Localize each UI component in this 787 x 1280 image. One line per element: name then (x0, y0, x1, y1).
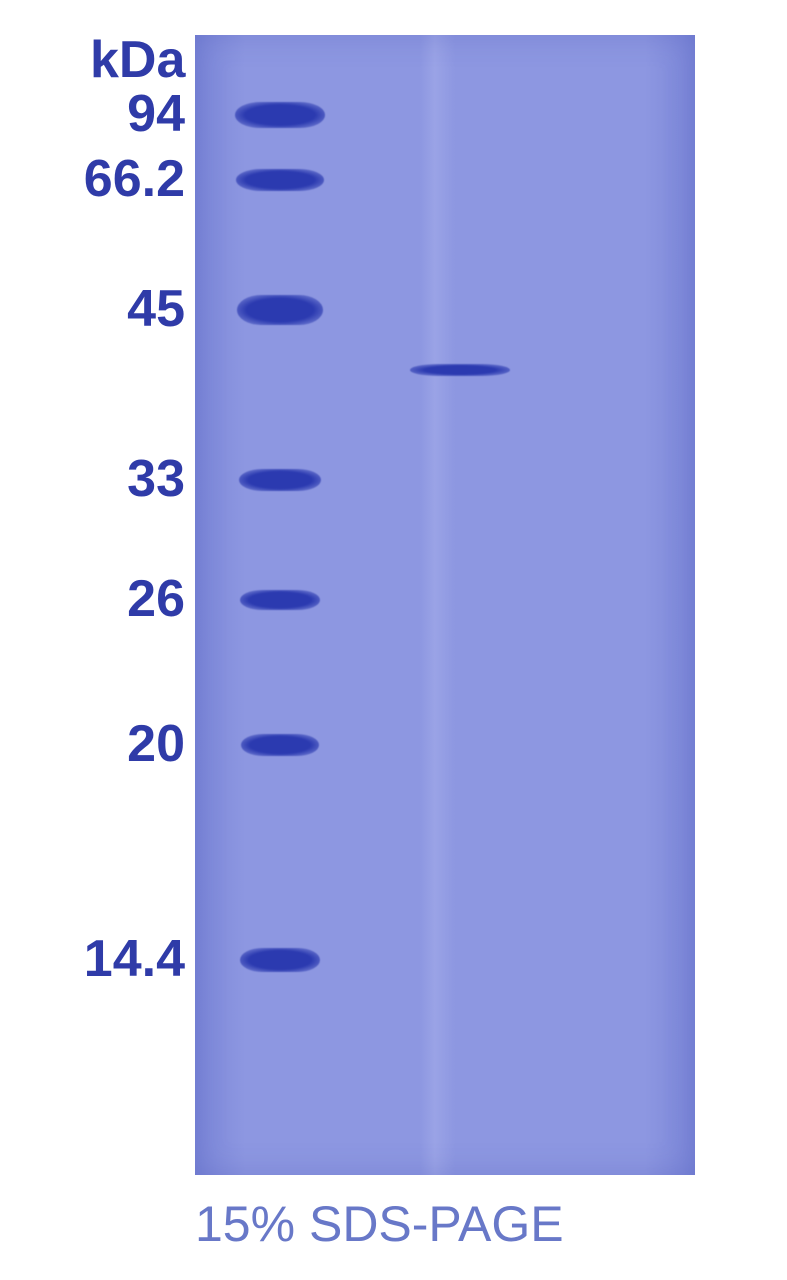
mw-label-26: 26 (127, 569, 185, 629)
ladder-band-14p4 (240, 948, 320, 972)
sample-band-0 (410, 364, 510, 376)
mw-label-94: 94 (127, 84, 185, 144)
ladder-band-26 (240, 590, 320, 610)
mw-label-45: 45 (127, 279, 185, 339)
unit-label: kDa (90, 30, 185, 90)
ladder-band-33 (239, 469, 321, 491)
ladder-band-94 (235, 102, 325, 128)
mw-label-66p2: 66.2 (84, 149, 185, 209)
mw-label-20: 20 (127, 714, 185, 774)
ladder-band-45 (237, 295, 323, 325)
ladder-band-66p2 (236, 169, 324, 191)
mw-label-14p4: 14.4 (84, 929, 185, 989)
mw-label-33: 33 (127, 449, 185, 509)
figure-container: kDa 9466.2 45 33 26 20 14.4 15% SDS-PAGE (0, 0, 787, 1280)
gel-caption: 15% SDS-PAGE (195, 1195, 564, 1253)
ladder-band-20 (241, 734, 319, 756)
